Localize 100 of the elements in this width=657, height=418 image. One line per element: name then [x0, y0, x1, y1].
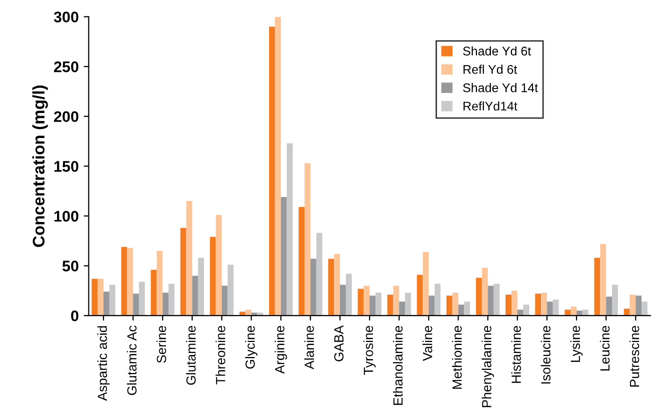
y-tick-label: 0: [71, 310, 78, 322]
x-tick-label: Arginine: [274, 326, 288, 374]
bar: [428, 296, 435, 316]
bar: [387, 294, 394, 316]
bar: [210, 236, 216, 316]
bar: [546, 302, 553, 316]
bar: [511, 290, 518, 316]
x-tick-label: Glutamine: [186, 326, 196, 385]
bar: [642, 302, 648, 316]
bar: [399, 302, 406, 316]
bar: [150, 270, 157, 316]
bar: [535, 294, 542, 316]
bar: [198, 258, 204, 316]
bar: [286, 143, 293, 316]
bar: [506, 294, 512, 316]
bar: [109, 284, 116, 316]
x-tick-label: Putrescine: [630, 326, 640, 387]
y-tick-label: 200: [54, 111, 78, 122]
legend-label: Refl Yd 6t: [464, 64, 518, 74]
bar: [576, 310, 582, 316]
x-tick-label: Tyrosine: [363, 326, 376, 375]
bar: [340, 284, 346, 316]
x-tick-label: Phenylalanine: [482, 326, 494, 408]
y-tick-label: 250: [54, 61, 78, 72]
bar: [216, 214, 222, 316]
y-tick-label: 50: [62, 260, 78, 272]
bar: [612, 284, 618, 316]
bar: [446, 296, 452, 316]
y-axis-title: Concentration (mg/l): [32, 86, 48, 247]
x-tick-label: Isoleucine: [540, 326, 550, 384]
bar: [280, 197, 287, 316]
bar: [364, 286, 370, 316]
bar: [358, 288, 364, 316]
y-tick-label: 100: [54, 210, 78, 222]
bar: [162, 292, 169, 316]
x-tick-label: Aspartic acid: [97, 326, 110, 401]
bar: [552, 300, 559, 316]
bar: [304, 163, 310, 316]
bar: [121, 246, 128, 316]
x-tick-label: Threonine: [216, 326, 226, 384]
bar: [370, 296, 376, 316]
bar: [393, 286, 400, 316]
legend-label: Shade Yd 14t: [463, 83, 538, 92]
bar: [434, 284, 441, 316]
bar: [316, 232, 322, 316]
bar: [488, 286, 494, 316]
x-tick-label: Valine: [422, 326, 432, 361]
bar: [422, 252, 429, 316]
x-tick-label: Glycine: [245, 326, 258, 369]
bar: [541, 292, 547, 316]
bar: [168, 284, 174, 316]
bar: [452, 292, 458, 316]
bar: [133, 294, 139, 316]
x-tick-label: GABA: [334, 325, 344, 362]
bar: [186, 201, 192, 316]
bar: [156, 250, 163, 316]
bar: [482, 268, 488, 316]
bar: [310, 258, 316, 316]
bar: [346, 274, 352, 316]
x-tick-label: Glutamic Ac: [126, 326, 137, 396]
x-tick-label: Ethanolamine: [392, 326, 403, 405]
bar: [103, 292, 110, 316]
legend-label: ReflYd14t: [464, 101, 518, 111]
bar: [494, 284, 500, 316]
bar: [630, 294, 636, 316]
bar: [245, 310, 252, 316]
bar: [582, 310, 588, 316]
bar: [375, 292, 382, 316]
bar: [298, 207, 305, 316]
bar: [222, 286, 228, 316]
bar: [564, 310, 571, 316]
x-tick-label: Histamine: [511, 326, 521, 383]
bar: [127, 248, 134, 316]
x-tick-label: Methionine: [452, 326, 462, 389]
bar: [594, 258, 600, 316]
y-tick-label: 150: [54, 161, 78, 172]
legend-label: Shade Yd 6t: [463, 46, 532, 56]
bar: [138, 282, 145, 316]
y-tick-label: 300: [54, 12, 78, 22]
bar: [600, 244, 606, 316]
bar: [92, 278, 98, 316]
bar: [334, 254, 340, 316]
bar: [228, 264, 234, 316]
bar: [192, 276, 198, 316]
x-tick-label: Serine: [156, 326, 166, 363]
bar: [269, 26, 275, 316]
bar: [570, 306, 577, 316]
bar: [636, 296, 642, 316]
bar: [606, 296, 612, 316]
bar: [476, 278, 482, 316]
bar: [274, 16, 281, 316]
bar: [416, 274, 423, 316]
x-tick-label: Lysine: [570, 326, 583, 362]
bar: [464, 302, 470, 316]
x-tick-label: Alanine: [304, 326, 314, 370]
x-tick-label: Leucine: [600, 326, 610, 370]
bar: [517, 310, 524, 316]
bar: [328, 258, 334, 316]
bar: [180, 228, 186, 316]
bar: [98, 278, 104, 316]
